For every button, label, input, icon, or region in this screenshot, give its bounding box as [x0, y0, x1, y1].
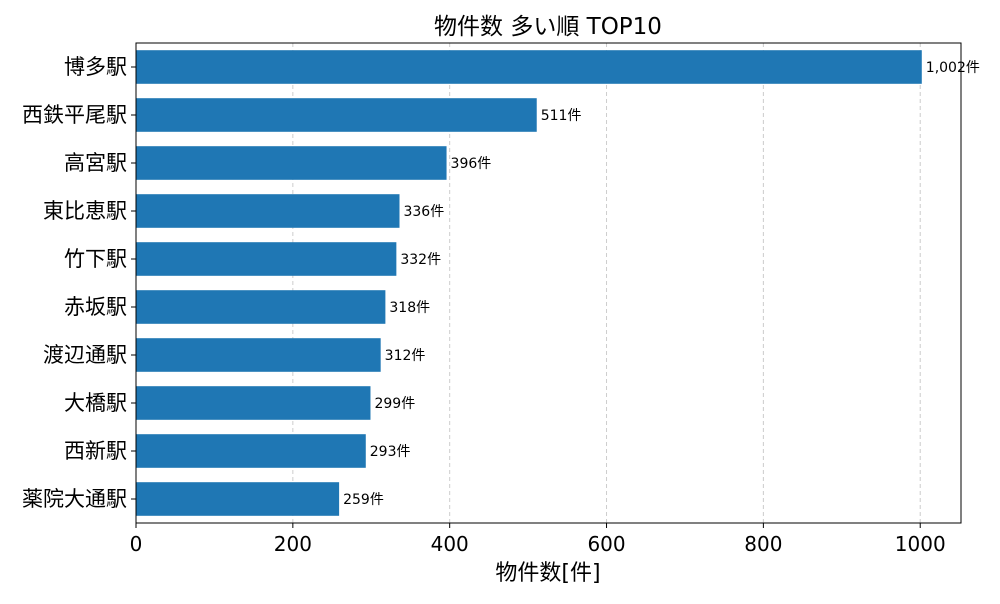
x-tick-label: 200 — [274, 532, 312, 556]
y-tick-label: 赤坂駅 — [64, 295, 127, 319]
y-tick-label: 渡辺通駅 — [43, 343, 127, 367]
x-tick-label: 0 — [130, 532, 143, 556]
bar — [136, 98, 537, 132]
x-tick-label: 600 — [587, 532, 625, 556]
data-label: 312件 — [385, 348, 426, 364]
bar — [136, 194, 400, 228]
data-label: 293件 — [370, 444, 411, 460]
bar — [136, 146, 447, 180]
x-tick-label: 400 — [431, 532, 469, 556]
x-tick-labels: 0 200 400 600 800 1000 — [130, 523, 946, 556]
plot-frame — [135, 42, 962, 524]
bar — [136, 242, 397, 276]
bar — [136, 338, 381, 372]
bar — [136, 290, 386, 324]
bars — [136, 50, 922, 516]
bar — [136, 386, 371, 420]
bar — [136, 434, 366, 468]
data-label: 1,002件 — [926, 60, 980, 76]
y-tick-label: 東比恵駅 — [43, 199, 127, 223]
x-axis-label: 物件数[件] — [495, 561, 600, 586]
data-labels: 1,002件 511件 396件 336件 332件 318件 312件 299件 293件 25… — [343, 60, 980, 508]
data-label: 259件 — [343, 492, 384, 508]
y-tick-label: 大橋駅 — [64, 391, 127, 415]
y-tick-label: 薬院大通駅 — [22, 487, 127, 511]
bar — [136, 482, 340, 516]
x-tick-label: 1000 — [895, 532, 946, 556]
data-label: 299件 — [374, 396, 415, 412]
chart-title: 物件数 多い順 TOP10 — [434, 14, 662, 40]
data-label: 396件 — [451, 156, 492, 172]
data-label: 318件 — [389, 300, 430, 316]
data-label: 332件 — [400, 252, 441, 268]
y-tick-label: 博多駅 — [64, 55, 127, 79]
y-tick-label: 西鉄平尾駅 — [22, 103, 127, 127]
y-tick-label: 高宮駅 — [64, 151, 127, 175]
x-tick-label: 800 — [744, 532, 782, 556]
y-tick-label: 竹下駅 — [64, 247, 127, 271]
bar — [136, 50, 922, 84]
y-tick-label: 西新駅 — [64, 439, 127, 463]
data-label: 511件 — [541, 108, 582, 124]
data-label: 336件 — [403, 204, 444, 220]
